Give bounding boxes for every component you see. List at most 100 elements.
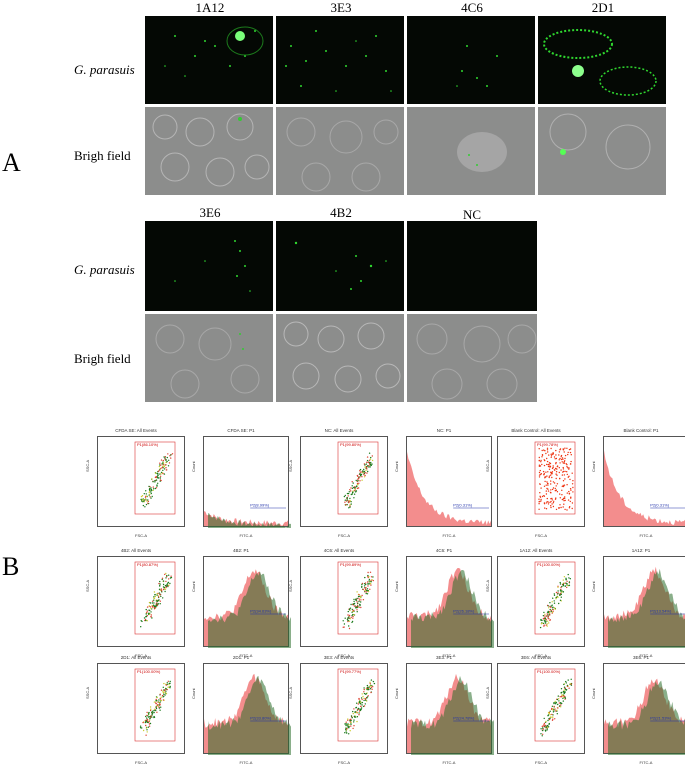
micrograph-bright-3e6 (145, 314, 273, 402)
micrograph-bright-4b2 (276, 314, 404, 402)
scatter-x-label: FSC-A (535, 533, 547, 538)
scatter-graphics: P1(99.80%) (337, 441, 379, 515)
scatter-plot: NC: All Events FSC-A SSC-A P1(99.80%) (288, 428, 390, 538)
histogram-x-label: FITC-A (239, 653, 253, 658)
histogram-graphics: P2(34.63%) (204, 569, 291, 648)
scatter-frame (97, 556, 185, 647)
histogram-graphics: P2(26.18%) (407, 568, 494, 648)
panel-label-b: B (2, 552, 20, 581)
histogram-x-label: FITC-A (442, 533, 456, 538)
histogram-title: 1A12: P1 (631, 548, 651, 553)
histogram-x-label: FITC-A (639, 760, 653, 765)
scatter-x-label: FSC-A (535, 760, 547, 765)
histogram-title: 3E6: P1 (632, 655, 649, 660)
column-label-3e6: 3E6 (199, 205, 221, 220)
histogram-plot: Blank Control: P1 FITC-A Count P2(0.31%) (591, 428, 685, 538)
scatter-graphics: P1(99.89%) (337, 561, 379, 635)
scatter-graphics: P1(99.78%) (534, 441, 576, 515)
histogram-graphics: P2(0.31%) (407, 451, 491, 526)
scatter-graphics: P1(100.00%) (534, 668, 576, 742)
marker-label: P2(26.18%) (453, 609, 475, 614)
micrograph-fluor-3e6 (145, 221, 273, 311)
scatter-plot: 4B2: All Events FSC-A SSC-A P1(80.87%) (85, 548, 187, 658)
histogram-title: 4C6: P1 (435, 548, 453, 553)
scatter-graphics: P1(80.87%) (134, 561, 176, 635)
histogram-plot: 4C6: P1 FITC-A Count P2(26.18%) (394, 548, 494, 658)
scatter-plot: 1A12: All Events FSC-A SSC-A P1(100.00%) (485, 548, 587, 658)
scatter-graphics: P1(86.10%) (134, 441, 176, 515)
scatter-x-label: FSC-A (135, 653, 147, 658)
scatter-plot: 4C6: All Events FSC-A SSC-A P1(99.89%) (288, 548, 390, 658)
histogram-title: Blank Control: P1 (623, 428, 659, 433)
scatter-x-label: FSC-A (535, 653, 547, 658)
micrograph-fluor-4b2 (276, 221, 404, 311)
panel-label-a: A (2, 148, 21, 177)
scatter-x-label: FSC-A (338, 653, 350, 658)
histogram-plot: 3E6: P1 FITC-A Count P2(21.53%) (591, 655, 685, 765)
scatter-plot: Blank Control: All Events FSC-A SSC-A P1(… (485, 428, 587, 538)
micrograph-fluor-2d1 (538, 16, 666, 104)
row-label-bright-field-top: Brigh field (74, 148, 131, 163)
micrograph-bright-3e3 (276, 107, 404, 195)
scatter-plot: CFDA SE: All Events FSC-A SSC-A P1(86.10%… (85, 428, 187, 538)
scatter-frame (497, 556, 585, 647)
scatter-plot: 2D1: All Events FSC-A SSC-A P1(100.00%) (85, 655, 187, 765)
scatter-plot: 3E6: All Events FSC-A SSC-A P1(100.00%) (485, 655, 587, 765)
column-label-nc: NC (462, 207, 482, 222)
gate-label: P1(80.87%) (137, 562, 159, 567)
histogram-plot: 1A12: P1 FITC-A Count P2(13.54%) (591, 548, 685, 658)
micrograph-fluor-4c6 (407, 16, 535, 104)
marker-label: P2(34.63%) (250, 609, 272, 614)
histogram-graphics: P2(33.80%) (204, 673, 291, 755)
histogram-title: CFDA SE: P1 (227, 428, 255, 433)
micrograph-fluor-nc (407, 221, 537, 311)
histogram-x-label: FITC-A (442, 653, 456, 658)
histogram-plot: CFDA SE: P1 FITC-A Count P2(8.99%) (191, 428, 291, 538)
histogram-x-label: FITC-A (239, 760, 253, 765)
gate-label: P1(99.78%) (537, 442, 559, 447)
scatter-title: CFDA SE: All Events (115, 428, 157, 433)
histogram-title: 4B2: P1 (232, 548, 249, 553)
scatter-frame (300, 556, 388, 647)
histogram-plot: 4B2: P1 FITC-A Count P2(34.63%) (191, 548, 291, 658)
scatter-frame (497, 436, 585, 527)
histogram-graphics: P2(8.99%) (204, 503, 291, 528)
row-label-g-parasuis-bottom: G. parasuis (74, 262, 135, 277)
gate-label: P1(100.00%) (137, 669, 161, 674)
scatter-title: 1A12: All Events (519, 548, 553, 553)
marker-label: P2(8.99%) (250, 503, 270, 508)
column-label-2d1: 2D1 (591, 0, 615, 15)
histogram-x-label: FITC-A (639, 653, 653, 658)
histogram-title: NC: P1 (436, 428, 452, 433)
gate-label: P1(99.77%) (340, 669, 362, 674)
scatter-title: Blank Control: All Events (511, 428, 561, 433)
histogram-graphics: P2(21.53%) (604, 678, 685, 755)
marker-label: P2(13.54%) (650, 609, 672, 614)
scatter-graphics: P1(100.00%) (534, 561, 576, 635)
scatter-title: 4B2: All Events (120, 548, 152, 553)
marker-label: P2(21.53%) (650, 716, 672, 721)
scatter-x-label: FSC-A (135, 760, 147, 765)
micrograph-bright-1a12 (145, 107, 273, 195)
scatter-frame (300, 436, 388, 527)
gate-label: P1(86.10%) (137, 442, 159, 447)
scatter-title: 4C6: All Events (323, 548, 355, 553)
scatter-plot: 3E3: All Events FSC-A SSC-A P1(99.77%) (288, 655, 390, 765)
scatter-frame (300, 663, 388, 754)
gate-label: P1(99.80%) (340, 442, 362, 447)
micrograph-fluor-3e3 (276, 16, 404, 104)
column-label-1a12: 1A12 (195, 0, 225, 15)
scatter-title: 3E6: All Events (520, 655, 552, 660)
column-label-4c6: 4C6 (461, 0, 483, 15)
scatter-graphics: P1(100.00%) (134, 668, 176, 742)
column-label-3e3: 3E3 (330, 0, 352, 15)
micrograph-fluor-1a12 (145, 16, 273, 104)
marker-label: P2(0.31%) (650, 503, 670, 508)
row-label-bright-field-bottom: Brigh field (74, 351, 131, 366)
row-label-g-parasuis-top: G. parasuis (74, 62, 135, 77)
histogram-x-label: FITC-A (239, 533, 253, 538)
histogram-x-label: FITC-A (639, 533, 653, 538)
histogram-x-label: FITC-A (442, 760, 456, 765)
column-label-4b2: 4B2 (330, 205, 352, 220)
marker-label: P2(0.31%) (453, 503, 473, 508)
